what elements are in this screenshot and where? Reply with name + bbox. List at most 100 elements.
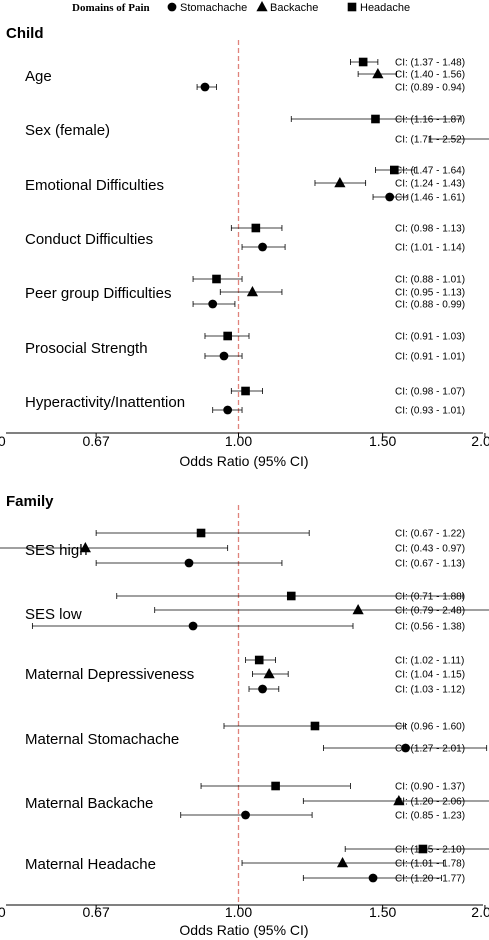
ci-label: CI: (0.98 - 1.07)	[395, 387, 465, 398]
headache-legend-square-icon	[347, 2, 357, 12]
legend-label-headache: Headache	[360, 2, 410, 14]
ci-label: CI: (0.89 - 0.94)	[395, 83, 465, 94]
x-tick-label: 1.00	[225, 433, 252, 449]
point-headache: CI: (1.35 - 2.10)	[344, 845, 489, 856]
backache-marker-icon	[263, 668, 275, 679]
ci-label: CI: (0.56 - 1.38)	[395, 622, 465, 633]
point-backache: CI: (1.01 - 1.78)	[241, 857, 465, 870]
headache-marker-icon	[371, 114, 380, 124]
stomachache-marker-icon	[208, 299, 218, 309]
ci-label: CI: (1.20 - 1.77)	[395, 874, 465, 885]
row-maternal-backache: Maternal Backache CI: (0.90 - 1.37) CI: (1…	[25, 782, 489, 822]
row-label: Age	[25, 68, 52, 85]
row-hyperactivity-inattention: Hyperactivity/Inattention CI: (0.98 - 1.0…	[25, 387, 465, 417]
stomachache-legend-circle-icon	[167, 2, 177, 12]
point-headache: CI: (1.02 - 1.11)	[245, 656, 464, 667]
backache-marker-icon	[352, 604, 364, 615]
legend-label-stomachache: Stomachache	[180, 2, 247, 14]
x-tick-label: 1.50	[369, 904, 396, 920]
point-stomachache: CI: (1.71 - 2.52)	[395, 135, 489, 146]
row-label: Maternal Stomachache	[25, 731, 179, 748]
point-stomachache: CI: (0.56 - 1.38)	[31, 622, 465, 633]
point-backache: CI: (0.43 - 0.97)	[0, 542, 465, 555]
ci-label: CI: (0.79 - 2.48)	[395, 606, 465, 617]
point-headache: CI: (0.71 - 1.88)	[116, 592, 465, 603]
backache-marker-icon	[372, 68, 384, 79]
headache-marker-icon	[212, 274, 221, 284]
ci-label: CI: (0.96 - 1.60)	[395, 722, 465, 733]
headache-marker-icon	[358, 57, 368, 67]
ci-label: CI: (0.93 - 1.01)	[395, 406, 465, 417]
row-ses-low: SES low CI: (0.71 - 1.88) CI: (0.79 - 2.48…	[25, 592, 489, 633]
point-stomachache: CI: (1.03 - 1.12)	[248, 685, 465, 696]
point-headache: CI: (0.67 - 1.22)	[95, 529, 465, 540]
point-backache: CI: (0.95 - 1.13)	[219, 286, 465, 299]
point-stomachache: CI: (0.67 - 1.13)	[95, 558, 465, 570]
ci-label: CI: (1.01 - 1.78)	[395, 859, 465, 870]
x-tick-label: 0.67	[83, 904, 110, 920]
ci-label: CI: (1.35 - 2.10)	[395, 845, 465, 856]
legend-title: Domains of Pain	[72, 2, 150, 14]
stomachache-marker-icon	[200, 82, 210, 92]
row-label: Prosocial Strength	[25, 340, 148, 357]
legend-label-backache: Backache	[270, 2, 318, 14]
backache-marker-icon	[246, 286, 259, 297]
ci-label: CI: (1.47 - 1.64)	[395, 166, 465, 177]
point-headache: CI: (1.37 - 1.48)	[350, 58, 465, 69]
point-backache: CI: (1.40 - 1.56)	[357, 68, 465, 81]
row-label: Maternal Backache	[25, 795, 153, 812]
headache-marker-icon	[241, 386, 250, 396]
point-backache: CI: (0.79 - 2.48)	[154, 604, 489, 617]
point-headache: CI: (0.91 - 1.03)	[204, 331, 465, 343]
ci-label: CI: (1.24 - 1.43)	[395, 179, 465, 190]
x-tick-label: 2.00	[471, 904, 489, 920]
point-backache: CI: (1.20 - 2.06)	[302, 795, 489, 808]
backache-marker-icon	[393, 795, 405, 806]
ci-label: CI: (1.40 - 1.56)	[395, 70, 465, 81]
point-headache: CI: (0.98 - 1.07)	[230, 386, 465, 398]
row-maternal-stomachache: Maternal Stomachache CI: (0.96 - 1.60) CI:…	[25, 722, 488, 755]
ci-label: CI: (0.85 - 1.23)	[395, 811, 465, 822]
ci-label: CI: (0.88 - 1.01)	[395, 275, 465, 286]
ci-label: CI: (1.46 - 1.61)	[395, 193, 465, 204]
ci-label: CI: (0.98 - 1.13)	[395, 224, 465, 235]
legend: Domains of Pain Stomachache Backache Heada…	[72, 1, 410, 14]
x-axis-label: Odds Ratio (95% CI)	[179, 453, 308, 469]
backache-marker-icon	[79, 542, 91, 553]
point-headache: CI: (0.90 - 1.37)	[200, 782, 465, 793]
row-age: Age CI: (1.37 - 1.48)CI: (1.40 - 1.56) CI:…	[25, 58, 465, 94]
stomachache-marker-icon	[184, 558, 194, 568]
row-emotional-difficulties: Emotional Difficulties CI: (1.47 - 1.64) C…	[25, 166, 465, 204]
point-backache: CI: (1.24 - 1.43)	[314, 177, 465, 190]
ci-label: CI: (1.71 - 2.52)	[395, 135, 465, 146]
row-label: Peer group Difficulties	[25, 285, 171, 302]
ci-label: CI: (0.91 - 1.01)	[395, 352, 465, 363]
x-tick-label: 0.50	[0, 433, 6, 449]
ci-label: CI: (1.37 - 1.48)	[395, 58, 465, 69]
panel-child: Child 0.50 0.67 1.00 1.50 2.00 Odds Ratio (95%…	[0, 25, 489, 469]
backache-marker-icon	[334, 177, 346, 188]
point-stomachache: CI: (0.85 - 1.23)	[180, 811, 465, 822]
ci-label: CI: (1.02 - 1.11)	[395, 656, 464, 667]
ci-label: CI: (1.01 - 1.14)	[395, 243, 465, 254]
point-stomachache: CI: (0.89 - 0.94)	[196, 82, 465, 94]
row-label: SES high	[25, 542, 88, 559]
stomachache-marker-icon	[219, 351, 229, 361]
stomachache-marker-icon	[385, 192, 395, 202]
row-label: Sex (female)	[25, 122, 110, 139]
point-headache: CI: (1.16 - 1.87)	[290, 114, 465, 126]
panels: Child 0.50 0.67 1.00 1.50 2.00 Odds Ratio (95%…	[0, 25, 489, 938]
ci-label: CI: (0.95 - 1.13)	[395, 288, 465, 299]
point-headache: CI: (0.88 - 1.01)	[192, 274, 465, 286]
ci-label: CI: (0.67 - 1.13)	[395, 559, 465, 570]
headache-marker-icon	[389, 165, 399, 175]
x-tick-label: 1.50	[369, 433, 396, 449]
row-label: Emotional Difficulties	[25, 177, 164, 194]
stomachache-marker-icon	[258, 242, 267, 252]
row-label: Maternal Headache	[25, 856, 156, 873]
ci-label: CI: (0.91 - 1.03)	[395, 332, 465, 343]
point-headache: CI: (1.47 - 1.64)	[375, 166, 465, 177]
headache-marker-icon	[223, 331, 232, 341]
ci-label: CI: (0.88 - 0.99)	[395, 300, 465, 311]
